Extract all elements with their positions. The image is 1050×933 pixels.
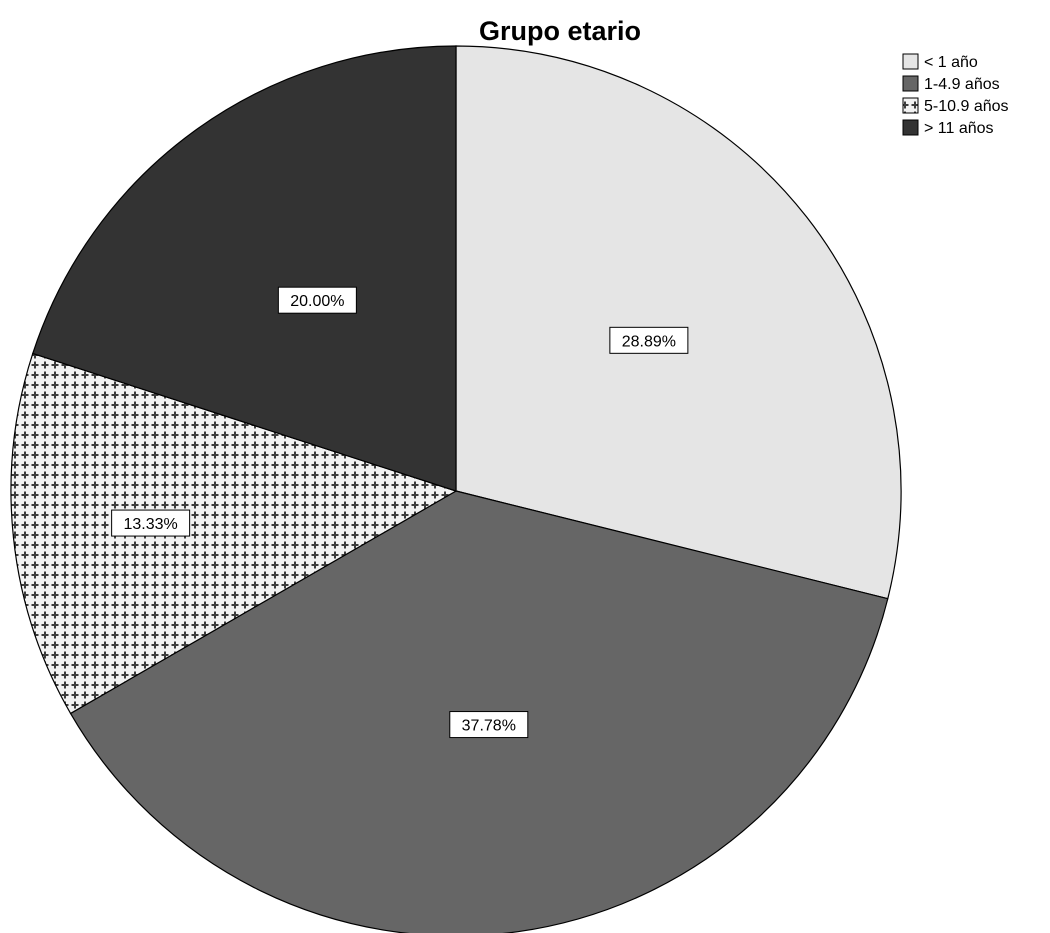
slice-label-box bbox=[609, 326, 689, 354]
slice-label-text: 28.89% bbox=[622, 333, 676, 350]
slice-label-box bbox=[277, 286, 357, 314]
legend-label: 1-4.9 años bbox=[924, 76, 1000, 93]
legend-label: 5-10.9 años bbox=[924, 98, 1009, 115]
slice-label: 28.89% bbox=[609, 326, 689, 354]
pie-slices bbox=[10, 45, 902, 933]
slice-label-text: 20.00% bbox=[290, 293, 344, 310]
legend-label: < 1 año bbox=[924, 54, 978, 71]
slice-label-text: 37.78% bbox=[462, 718, 516, 735]
legend-swatch bbox=[902, 53, 919, 70]
slice-label: 37.78% bbox=[449, 711, 529, 739]
legend-swatch bbox=[902, 119, 919, 136]
pie-slice bbox=[32, 45, 457, 492]
slice-label-box bbox=[449, 711, 529, 739]
legend: < 1 año 1-4.9 años 5-10.9 años > 11 años bbox=[902, 53, 1009, 137]
slice-label: 20.00% bbox=[277, 286, 357, 314]
legend-item: < 1 año bbox=[902, 53, 978, 71]
legend-label: > 11 años bbox=[924, 120, 994, 137]
legend-item: > 11 años bbox=[902, 119, 994, 137]
legend-swatch bbox=[902, 75, 919, 92]
legend-item: 5-10.9 años bbox=[902, 97, 1009, 115]
legend-swatch bbox=[902, 97, 919, 114]
slice-label: 13.33% bbox=[111, 509, 191, 537]
slice-label-text: 13.33% bbox=[123, 516, 177, 533]
pie-slice-labels: 28.89% 37.78% 13.33% 20.00% bbox=[111, 286, 689, 739]
legend-item: 1-4.9 años bbox=[902, 75, 1000, 93]
pie-slice bbox=[455, 45, 902, 600]
pie-slice bbox=[10, 352, 458, 715]
slice-label-box bbox=[111, 509, 191, 537]
chart-title: Grupo etario bbox=[479, 16, 641, 46]
